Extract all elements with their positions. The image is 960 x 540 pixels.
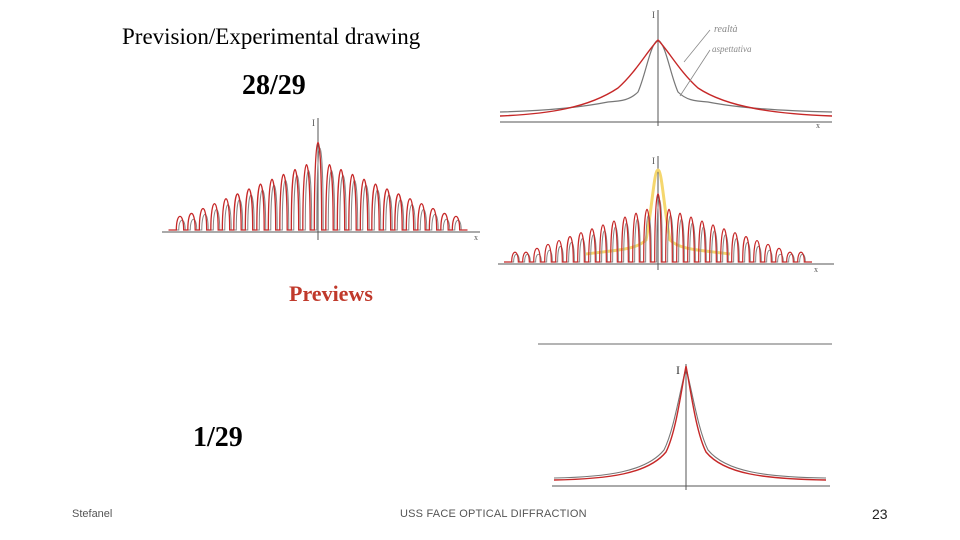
y-axis-label: I bbox=[312, 118, 315, 128]
drawing-mid-left: I x bbox=[160, 112, 486, 246]
drawing-mid-right: I x bbox=[496, 150, 838, 274]
footer-course: USS FACE OPTICAL DIFFRACTION bbox=[400, 508, 587, 520]
score-bottom: 1/29 bbox=[193, 422, 243, 453]
score-top: 28/29 bbox=[242, 70, 306, 101]
footer-page-number: 23 bbox=[872, 506, 888, 522]
prevision-curve bbox=[504, 193, 812, 263]
x-axis-label: x bbox=[814, 265, 818, 274]
prevision-curve bbox=[168, 141, 468, 231]
drawing-bottom-right: I bbox=[536, 340, 834, 492]
experimental-curve bbox=[499, 39, 833, 113]
previews-label: Previews bbox=[289, 281, 373, 306]
drawing-top-right: I x realtà aspettativa bbox=[498, 4, 838, 130]
note-aspettativa: aspettativa bbox=[712, 44, 752, 54]
note-realta: realtà bbox=[714, 24, 738, 35]
x-axis-label: x bbox=[474, 233, 478, 242]
note-pointer-2 bbox=[679, 49, 711, 97]
x-axis-label: x bbox=[816, 121, 820, 130]
prevision-curve bbox=[553, 365, 827, 481]
prevision-curve bbox=[499, 39, 833, 117]
slide-title: Prevision/Experimental drawing bbox=[122, 24, 421, 49]
footer-author: Stefanel bbox=[72, 508, 113, 520]
note-pointer-1 bbox=[683, 29, 711, 63]
y-axis-label: I bbox=[652, 156, 655, 166]
y-axis-label: I bbox=[676, 363, 680, 377]
y-axis-label: I bbox=[652, 10, 655, 20]
